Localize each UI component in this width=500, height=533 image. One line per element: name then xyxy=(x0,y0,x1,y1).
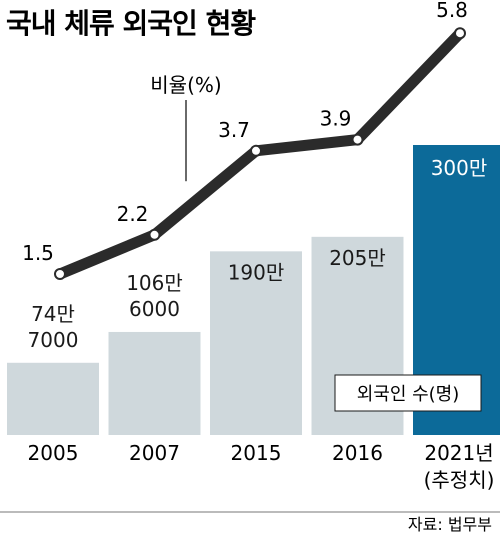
ratio-line-series: 1.5 2.2 3.7 3.9 5.8 비율(%) xyxy=(22,0,468,280)
x-tick-4: (추정치) xyxy=(424,468,495,492)
ratio-label-3: 3.9 xyxy=(320,107,352,131)
bar-value-label-4: 300만 xyxy=(431,156,488,180)
bar-value-label-0: 74만 xyxy=(31,302,75,326)
ratio-label-4: 5.8 xyxy=(436,0,468,22)
ratio-label-2: 3.7 xyxy=(218,118,250,142)
legend-box xyxy=(334,374,482,412)
ratio-label-1: 2.2 xyxy=(117,202,149,226)
ratio-point-2 xyxy=(250,144,262,157)
bar-1 xyxy=(108,331,201,435)
bar-value-label-1: 106만 xyxy=(126,271,183,295)
ratio-point-0 xyxy=(54,268,66,280)
x-axis-ticks: 2005 2007 2015 2016 2021년 (추정치) xyxy=(28,441,495,492)
bar-0 xyxy=(7,362,99,435)
bar-2 xyxy=(210,251,302,435)
ratio-point-3 xyxy=(351,133,364,146)
x-tick-1: 2007 xyxy=(129,441,180,465)
x-tick-2: 2015 xyxy=(231,441,282,465)
x-tick-4: 2021년 xyxy=(424,441,493,465)
bar-value-label-2: 190만 xyxy=(228,260,285,284)
x-tick-0: 2005 xyxy=(28,441,79,465)
bar-value-label-3: 205만 xyxy=(329,246,386,270)
legend: 외국인 수(명) xyxy=(334,374,482,412)
legend-label: 외국인 수(명) xyxy=(357,384,460,405)
ratio-point-1 xyxy=(148,228,161,241)
chart-title: 국내 체류 외국인 현황 xyxy=(6,7,256,40)
x-tick-3: 2016 xyxy=(332,441,383,465)
ratio-label-0: 1.5 xyxy=(22,241,54,265)
bar-value-label-0: 7000 xyxy=(28,328,79,352)
ratio-point-4 xyxy=(454,27,466,40)
bar-value-label-1: 6000 xyxy=(129,297,180,321)
source-note: 자료: 법무부 xyxy=(408,515,492,533)
ratio-series-name: 비율(%) xyxy=(150,73,221,97)
